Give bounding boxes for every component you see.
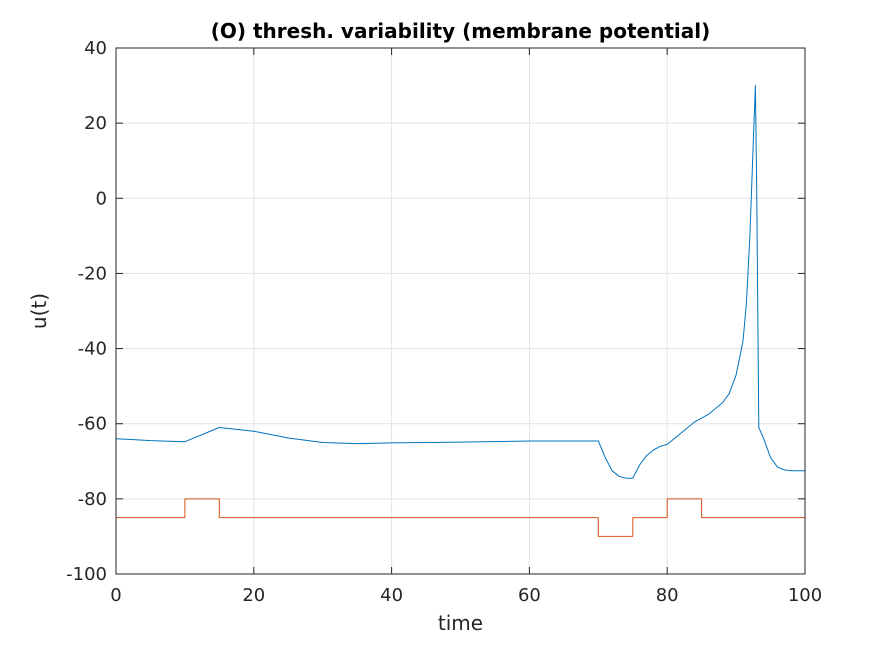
y-tick-label: 40 <box>84 38 107 59</box>
y-tick-label: -80 <box>78 489 107 510</box>
y-tick-label: -20 <box>78 263 107 284</box>
y-tick-label: -60 <box>78 414 107 435</box>
series-line-input-current <box>116 498 805 537</box>
y-axis-label: u(t) <box>27 293 51 329</box>
x-tick-label: 0 <box>110 585 121 606</box>
x-axis-label: time <box>438 611 483 635</box>
x-tick-label: 100 <box>788 585 822 606</box>
x-tick-label: 80 <box>656 585 679 606</box>
y-tick-label: -100 <box>66 564 107 585</box>
y-tick-label: 20 <box>84 113 107 134</box>
x-tick-label: 20 <box>242 585 265 606</box>
chart-title: (O) thresh. variability (membrane potent… <box>211 19 711 43</box>
y-tick-label: 0 <box>96 188 107 209</box>
y-tick-label: -40 <box>78 339 107 360</box>
x-tick-label: 60 <box>518 585 541 606</box>
x-tick-label: 40 <box>380 585 403 606</box>
series-line-membrane-potential <box>115 85 805 479</box>
plot-frame <box>115 47 806 575</box>
